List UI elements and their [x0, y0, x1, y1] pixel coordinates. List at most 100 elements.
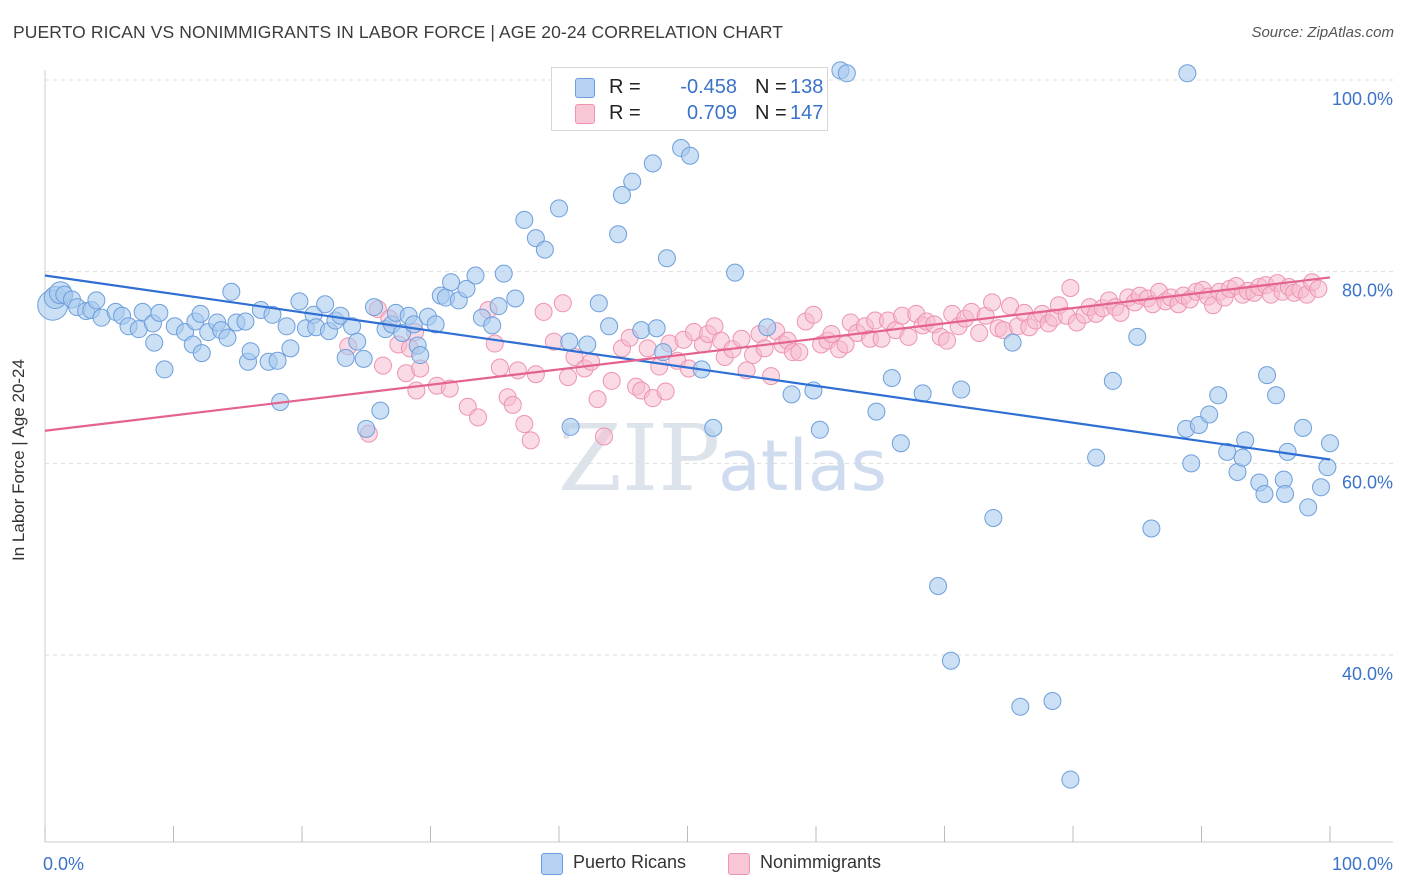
puerto-ricans-point [1043, 692, 1062, 710]
y-tick-label: 100.0% [1332, 89, 1393, 109]
axes [44, 70, 1393, 843]
puerto-ricans-point [535, 240, 554, 259]
puerto-ricans-point [647, 319, 666, 338]
puerto-ricans-legend-swatch [541, 853, 563, 875]
nonimmigrants-point [762, 367, 781, 386]
nonimmigrants-point [1061, 278, 1080, 297]
nonimmigrants-point [594, 427, 613, 446]
puerto-ricans-point [354, 349, 373, 368]
puerto-ricans-point [236, 312, 255, 331]
puerto-ricans-point [506, 289, 525, 308]
nonimmigrants-point [899, 327, 918, 346]
puerto-ricans-point [782, 385, 801, 404]
puerto-ricans-point [657, 249, 676, 268]
legend-label: Nonimmigrants [760, 852, 882, 872]
puerto-ricans-point [726, 263, 745, 282]
watermark-zip: ZIP [558, 405, 720, 512]
puerto-ricans-point [1003, 333, 1022, 352]
watermark: ZIP atlas [558, 405, 887, 512]
nonimmigrants-point [440, 379, 459, 398]
nonimmigrants-point [582, 352, 601, 371]
puerto-ricans-point [1318, 458, 1337, 477]
nonimmigrants-point [526, 365, 545, 384]
puerto-ricans-point [867, 402, 886, 421]
puerto-ricans-point [1142, 519, 1161, 538]
x-tick-label: 0.0% [43, 854, 84, 874]
puerto-ricans-point [218, 328, 237, 347]
series-puerto-ricans [37, 61, 1339, 789]
puerto-ricans-point [336, 348, 355, 367]
nonimmigrants-swatch [575, 104, 595, 124]
puerto-ricans-point [155, 360, 174, 379]
puerto-ricans-point [281, 339, 300, 358]
puerto-ricans-point [612, 186, 631, 204]
stats-box: R = -0.458 N = 138 R = 0.709 N = 147 [551, 67, 828, 131]
puerto-ricans-point [1312, 478, 1331, 497]
puerto-ricans-point [316, 295, 335, 314]
watermark-atlas: atlas [718, 425, 887, 507]
puerto-ricans-point [882, 369, 901, 388]
puerto-ricans-point [263, 305, 282, 324]
puerto-ricans-point [192, 344, 211, 363]
puerto-ricans-trend-line [44, 274, 1331, 461]
puerto-ricans-point [550, 199, 568, 218]
trend-lines [44, 274, 1331, 461]
puerto-ricans-point [561, 417, 580, 436]
nonimmigrants-point [822, 324, 841, 343]
nonimmigrants-point [970, 324, 989, 342]
puerto-ricans-point [364, 298, 383, 317]
puerto-ricans-point [1299, 498, 1318, 517]
puerto-ricans-point [984, 508, 1003, 527]
nonimmigrants-trend-line [44, 276, 1331, 432]
y-axis-label: In Labor Force | Age 20-24 [9, 359, 28, 561]
nonimmigrants-point [558, 368, 577, 387]
n-value: 138 [790, 76, 824, 98]
nonimmigrants-point [521, 431, 540, 450]
puerto-ricans-point [290, 292, 309, 311]
puerto-ricans-point [929, 577, 948, 595]
puerto-ricans-point [515, 210, 534, 229]
legend-label: Puerto Ricans [573, 852, 687, 872]
puerto-ricans-point [1321, 434, 1339, 453]
puerto-ricans-point [442, 273, 461, 292]
puerto-ricans-point [371, 401, 390, 420]
nonimmigrants-point [790, 343, 809, 362]
puerto-ricans-point [466, 266, 485, 285]
x-tick-label: 100.0% [1332, 854, 1393, 874]
chart-source: Source: ZipAtlas.com [1251, 24, 1394, 41]
y-tick-label: 80.0% [1342, 281, 1393, 301]
puerto-ricans-point [632, 321, 651, 340]
puerto-ricans-point [1061, 770, 1080, 789]
gridlines [45, 79, 1393, 656]
puerto-ricans-point [941, 651, 960, 670]
r-value: 0.709 [686, 102, 737, 124]
puerto-ricans-point [191, 304, 210, 323]
puerto-ricans-point [1209, 386, 1228, 405]
y-tick-label: 60.0% [1342, 472, 1393, 492]
nonimmigrants-point [469, 408, 488, 427]
nonimmigrants-point [485, 334, 504, 353]
puerto-ricans-point [348, 332, 367, 351]
nonimmigrants-point [407, 381, 426, 400]
nonimmigrants-point [515, 415, 534, 434]
nonimmigrants-point [602, 371, 621, 390]
nonimmigrants-point [508, 361, 527, 380]
puerto-ricans-point [1258, 366, 1277, 385]
puerto-ricans-point [150, 303, 169, 322]
puerto-ricans-point [426, 315, 445, 334]
puerto-ricans-point [704, 418, 723, 437]
n-label: N = [755, 102, 787, 124]
nonimmigrants-point [490, 358, 509, 377]
nonimmigrants-point [534, 302, 553, 321]
puerto-ricans-point [489, 297, 508, 316]
puerto-ricans-point [1200, 405, 1219, 424]
puerto-ricans-point [268, 351, 287, 370]
puerto-ricans-point [589, 294, 608, 313]
chart-title: PUERTO RICAN VS NONIMMIGRANTS IN LABOR F… [13, 22, 784, 42]
puerto-ricans-point [1267, 386, 1286, 405]
puerto-ricans-point [1178, 64, 1197, 83]
puerto-ricans-point [87, 291, 106, 310]
puerto-ricans-point [357, 419, 376, 438]
y-tick-label: 40.0% [1342, 664, 1393, 684]
